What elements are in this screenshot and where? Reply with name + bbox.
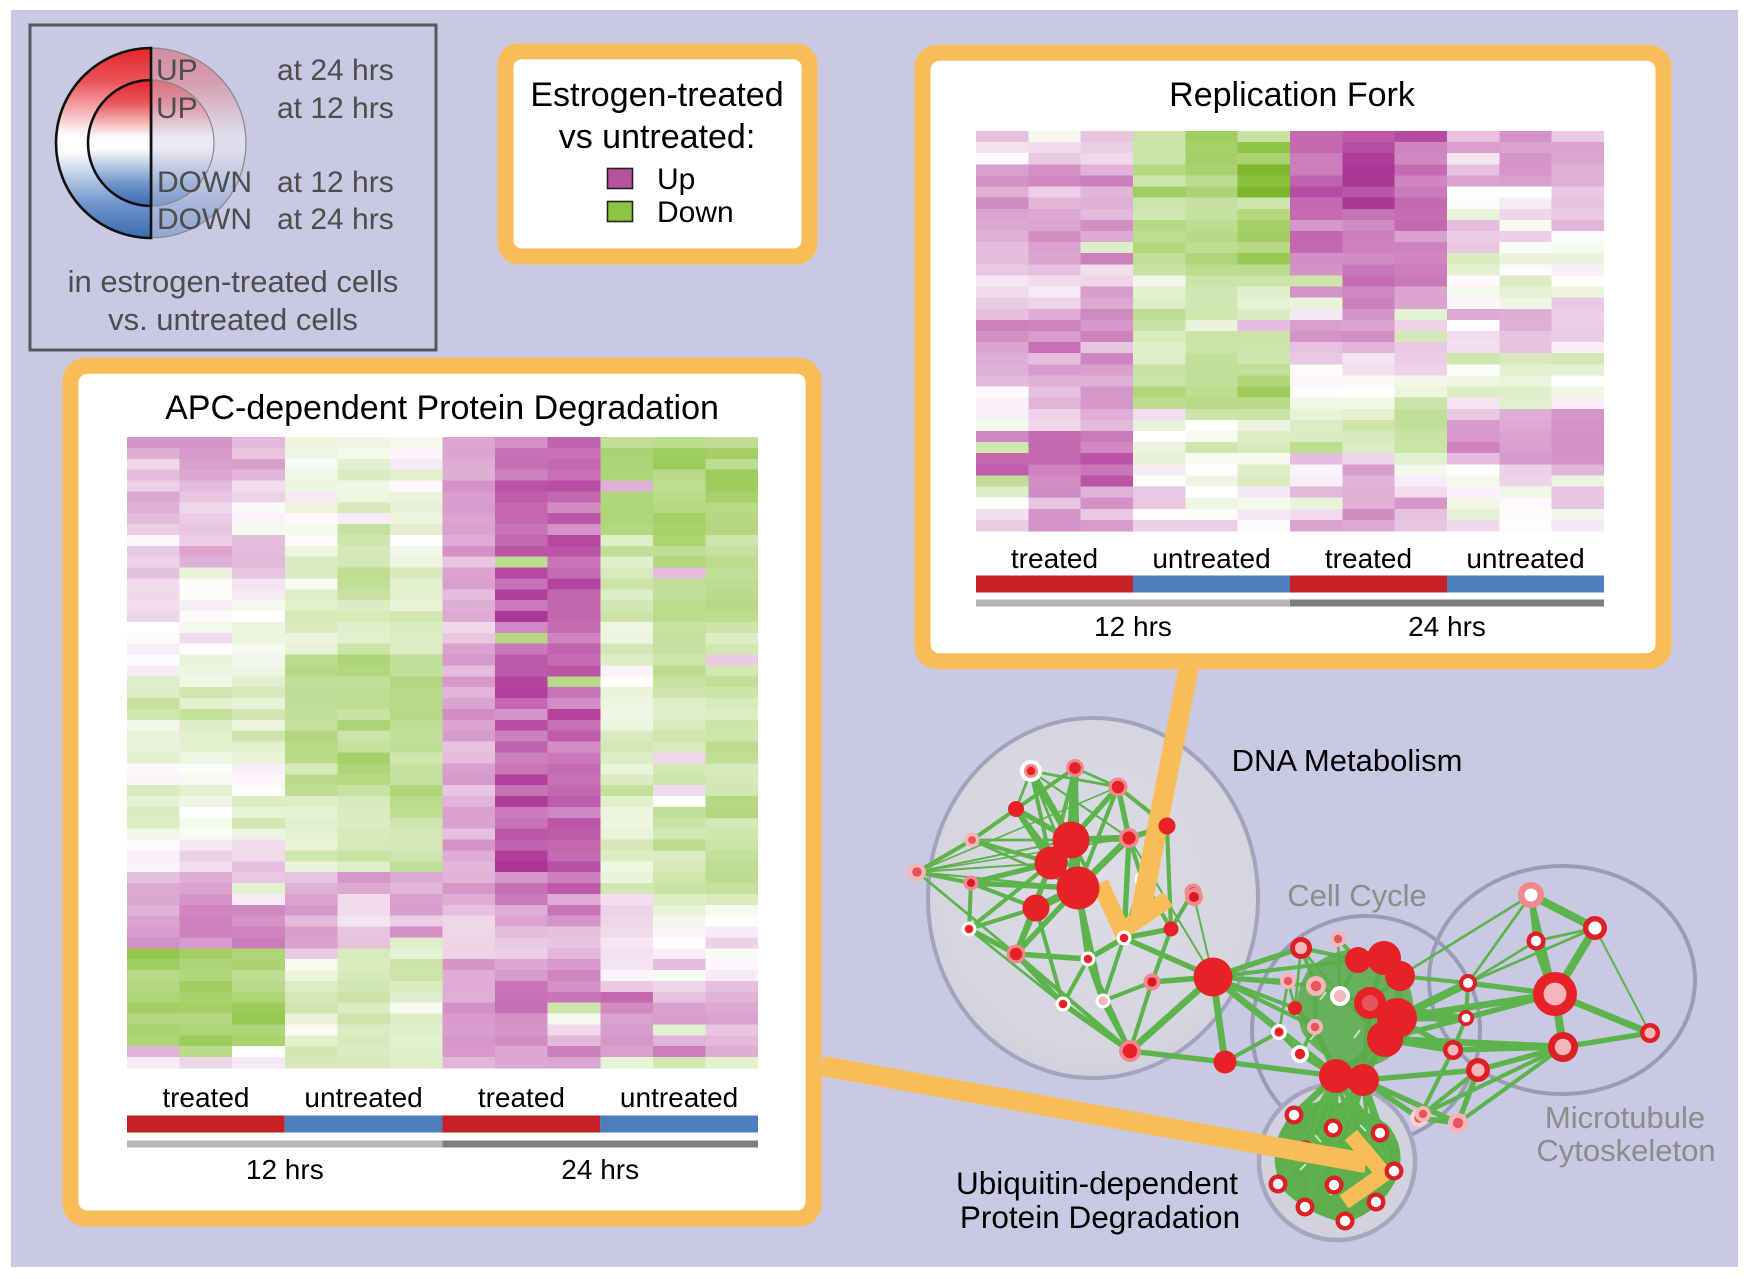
svg-text:Down: Down (657, 196, 734, 229)
svg-text:DOWN: DOWN (157, 203, 252, 236)
svg-text:untreated: untreated (1466, 543, 1584, 574)
svg-text:at 12 hrs: at 12 hrs (277, 166, 394, 199)
svg-text:UP: UP (156, 92, 198, 125)
svg-text:untreated: untreated (304, 1082, 422, 1113)
svg-text:untreated: untreated (620, 1082, 738, 1113)
svg-text:at 24 hrs: at 24 hrs (277, 203, 394, 236)
svg-text:at 24 hrs: at 24 hrs (277, 54, 394, 87)
svg-text:in estrogen-treated cells: in estrogen-treated cells (68, 264, 399, 299)
svg-text:vs. untreated cells: vs. untreated cells (108, 302, 358, 337)
svg-text:24 hrs: 24 hrs (561, 1154, 639, 1185)
svg-text:APC-dependent Protein Degradat: APC-dependent Protein Degradation (165, 389, 719, 427)
svg-text:treated: treated (1011, 543, 1098, 574)
svg-text:UP: UP (156, 54, 198, 87)
svg-text:treated: treated (478, 1082, 565, 1113)
svg-text:treated: treated (162, 1082, 249, 1113)
svg-text:Protein Degradation: Protein Degradation (960, 1199, 1240, 1235)
svg-text:12 hrs: 12 hrs (1094, 611, 1172, 642)
svg-text:Replication Fork: Replication Fork (1169, 76, 1416, 114)
svg-text:Estrogen-treated: Estrogen-treated (530, 76, 783, 114)
svg-text:at 12 hrs: at 12 hrs (277, 92, 394, 125)
svg-text:24 hrs: 24 hrs (1408, 611, 1486, 642)
svg-text:DOWN: DOWN (157, 166, 252, 199)
svg-text:vs untreated:: vs untreated: (559, 118, 756, 156)
svg-text:Cytoskeleton: Cytoskeleton (1536, 1133, 1715, 1168)
svg-text:Cell Cycle: Cell Cycle (1287, 878, 1427, 913)
svg-text:untreated: untreated (1152, 543, 1270, 574)
svg-text:Ubiquitin-dependent: Ubiquitin-dependent (956, 1165, 1238, 1201)
svg-text:12 hrs: 12 hrs (246, 1154, 324, 1185)
svg-text:DNA Metabolism: DNA Metabolism (1232, 743, 1463, 778)
svg-text:Microtubule: Microtubule (1545, 1100, 1705, 1135)
svg-text:Up: Up (657, 163, 695, 196)
svg-text:treated: treated (1325, 543, 1412, 574)
